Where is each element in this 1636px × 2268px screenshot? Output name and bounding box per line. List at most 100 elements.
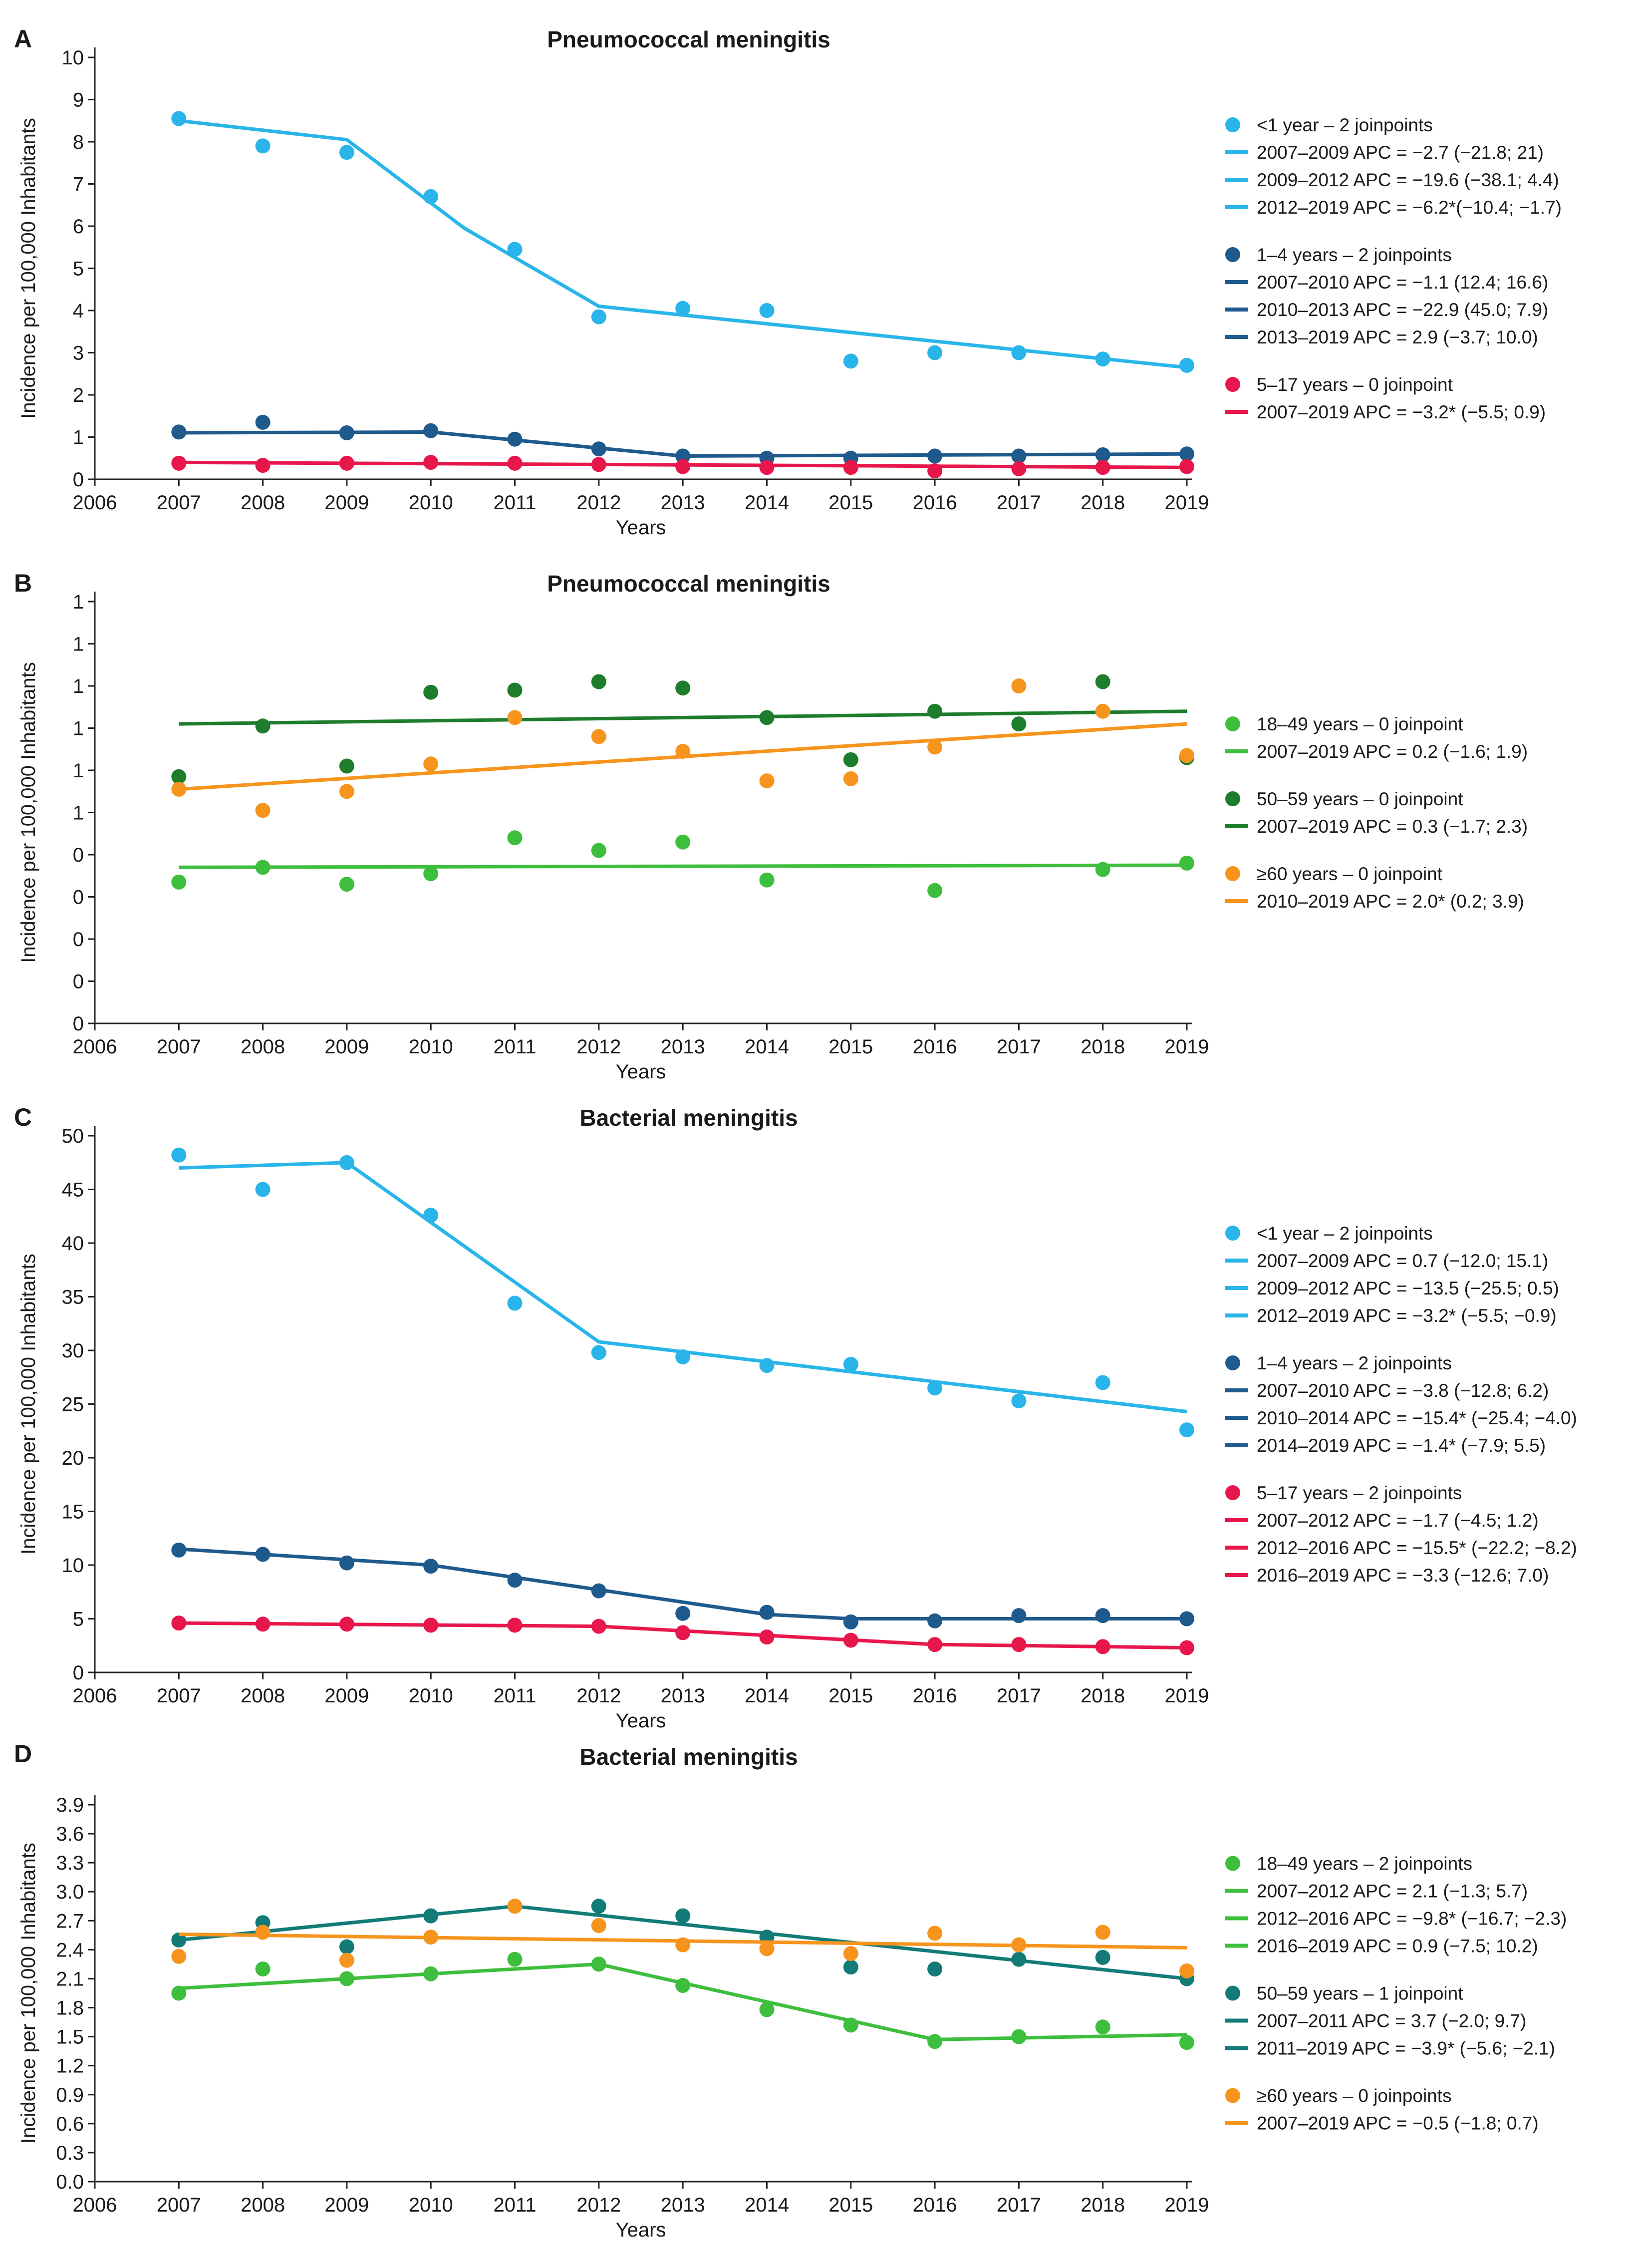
y-tick-label: 40 xyxy=(62,1233,84,1255)
y-tick-label: 0 xyxy=(73,929,84,951)
data-point xyxy=(843,460,858,475)
y-tick-label: 3.0 xyxy=(56,1881,84,1903)
data-point xyxy=(171,1616,187,1631)
data-point xyxy=(339,145,354,160)
data-point xyxy=(1095,460,1110,475)
x-axis-title: Years xyxy=(616,2219,666,2241)
data-point xyxy=(255,138,271,154)
data-point xyxy=(255,718,271,734)
y-tick-label: 20 xyxy=(62,1447,84,1469)
y-tick-label: 4 xyxy=(73,300,84,322)
y-tick-label: 9 xyxy=(73,89,84,111)
legend-segment: 2007–2010 APC = −3.8 (−12.8; 6.2) xyxy=(1257,1380,1549,1401)
data-point xyxy=(927,1613,943,1628)
x-tick-label: 2018 xyxy=(1081,1685,1125,1707)
x-tick-label: 2006 xyxy=(73,1685,117,1707)
x-tick-label: 2011 xyxy=(494,1036,537,1058)
data-point xyxy=(339,455,354,471)
panel-d: D Bacterial meningitis 0.0 0.3 0.6 0.9 1.2 1.5 1… xyxy=(14,1740,1567,2241)
data-point xyxy=(927,2034,943,2049)
y-tick-label: 3.6 xyxy=(56,1823,84,1845)
y-tick-label: 8 xyxy=(73,131,84,153)
data-point xyxy=(507,431,523,447)
legend-marker xyxy=(1225,1485,1240,1500)
legend-label: <1 year – 2 joinpoints xyxy=(1257,1223,1433,1244)
data-point xyxy=(843,752,858,767)
fit-line xyxy=(179,709,1187,726)
y-tick-label: 2.7 xyxy=(56,1910,84,1932)
data-point xyxy=(1179,2035,1194,2050)
y-tick-label: 10 xyxy=(62,1555,84,1577)
legend-marker xyxy=(1225,1856,1240,1871)
data-point xyxy=(759,303,775,318)
data-point xyxy=(1011,345,1027,360)
x-tick-label: 2015 xyxy=(828,492,873,514)
data-point xyxy=(1179,748,1194,763)
y-tick-label: 0 xyxy=(73,844,84,866)
data-point xyxy=(1095,674,1110,689)
data-point xyxy=(759,773,775,789)
data-point xyxy=(591,1918,606,1933)
x-tick-label: 2013 xyxy=(661,1036,705,1058)
y-tick-label: 1 xyxy=(73,675,84,697)
chart-title: Bacterial meningitis xyxy=(579,1105,798,1131)
data-point xyxy=(759,1941,775,1956)
series-3 xyxy=(171,1616,1194,1655)
legend-segment: 2007–2019 APC = 0.2 (−1.6; 1.9) xyxy=(1257,741,1528,762)
x-tick-label: 2012 xyxy=(576,1036,621,1058)
data-point xyxy=(591,729,606,744)
data-point xyxy=(1011,678,1027,693)
data-point xyxy=(255,1547,271,1562)
legend-segment: 2010–2019 APC = 2.0* (0.2; 3.9) xyxy=(1257,891,1524,912)
data-point xyxy=(171,1985,187,2001)
data-point xyxy=(171,455,187,471)
y-tick-label: 1 xyxy=(73,760,84,782)
series-3 xyxy=(171,455,1194,479)
legend-segment: 2007–2009 APC = 0.7 (−12.0; 15.1) xyxy=(1257,1251,1548,1271)
data-point xyxy=(843,1632,858,1648)
x-tick-label: 2008 xyxy=(241,2194,285,2216)
data-point xyxy=(1011,1637,1027,1652)
legend-marker xyxy=(1225,2088,1240,2103)
data-point xyxy=(843,353,858,369)
chart-title: Pneumococcal meningitis xyxy=(547,571,830,597)
y-tick-label: 25 xyxy=(62,1394,84,1416)
x-tick-label: 2008 xyxy=(241,1685,285,1707)
data-point xyxy=(1095,1639,1110,1654)
data-point xyxy=(255,414,271,430)
x-axis-title: Years xyxy=(616,1061,666,1083)
y-tick-label: 6 xyxy=(73,216,84,238)
x-axis-title: Years xyxy=(616,1710,666,1732)
data-point xyxy=(591,457,606,472)
y-tick-label: 10 xyxy=(62,47,84,69)
data-point xyxy=(423,756,439,772)
data-point xyxy=(339,1555,354,1571)
legend-label: 5–17 years – 2 joinpoints xyxy=(1257,1483,1462,1503)
y-tick-label: 1.5 xyxy=(56,2026,84,2048)
data-point xyxy=(759,1629,775,1645)
legend-segment: 2016–2019 APC = −3.3 (−12.6; 7.0) xyxy=(1257,1565,1549,1586)
data-point xyxy=(423,1908,439,1924)
legend-segment: 2014–2019 APC = −1.4* (−7.9; 5.5) xyxy=(1257,1435,1546,1456)
data-point xyxy=(507,710,523,725)
data-point xyxy=(1095,1949,1110,1965)
x-tick-label: 2011 xyxy=(494,2194,537,2216)
data-point xyxy=(843,2017,858,2033)
x-tick-label: 2012 xyxy=(576,492,621,514)
x-tick-label: 2016 xyxy=(913,1036,957,1058)
legend-label: 18–49 years – 2 joinpoints xyxy=(1257,1854,1472,1874)
y-tick-label: 45 xyxy=(62,1179,84,1201)
x-tick-label: 2006 xyxy=(73,492,117,514)
data-point xyxy=(591,674,606,689)
y-tick-label: 1 xyxy=(73,718,84,740)
data-point xyxy=(339,784,354,799)
data-point xyxy=(675,1606,691,1621)
fit-line xyxy=(179,863,1187,869)
data-point xyxy=(1095,351,1110,367)
series-3 xyxy=(171,1899,1194,1978)
x-tick-label: 2007 xyxy=(157,1685,201,1707)
legend-segment: 2010–2013 APC = −22.9 (45.0; 7.9) xyxy=(1257,300,1548,320)
data-point xyxy=(759,460,775,475)
data-point xyxy=(255,1925,271,1940)
panel-c: C Bacterial meningitis 0 5 10 15 20 25 30 35 40 45 5… xyxy=(14,1103,1577,1732)
